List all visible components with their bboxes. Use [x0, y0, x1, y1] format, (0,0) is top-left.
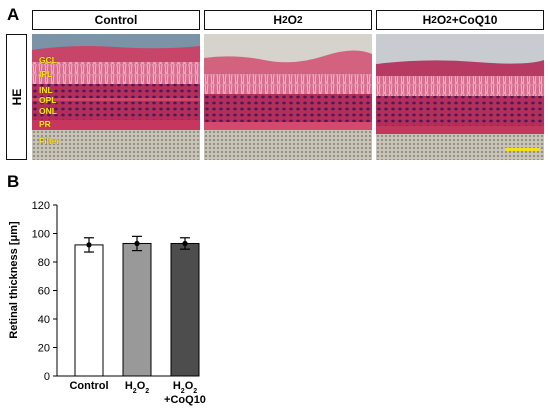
micrograph-h2o2: [204, 34, 372, 160]
y-tick-label: 100: [32, 229, 50, 241]
bar: [74, 244, 104, 377]
x-tick-label-control: Control: [69, 380, 108, 392]
micrograph-control: [32, 34, 200, 160]
micrograph-h2o2-coq10: [376, 34, 544, 160]
layer-label-inl: INL: [39, 85, 53, 95]
layer-label-pr: PR: [39, 119, 51, 129]
scale-bar: [505, 148, 540, 151]
panel-a-letter: A: [7, 5, 20, 24]
y-axis-label: Retinal thickness [μm]: [8, 221, 20, 339]
x-tick-label-h2o2: H2O2: [125, 380, 149, 395]
x-tick-label-h2o2-coq10-line1: H2O2: [173, 380, 197, 395]
y-tick-label: 40: [38, 314, 50, 326]
layer-label-onl: ONL: [39, 106, 57, 116]
layer-label-filter: Filter: [39, 136, 60, 146]
bar: [170, 242, 200, 377]
x-tick-label-h2o2-coq10-line2: +CoQ10: [164, 394, 206, 406]
panel-b-letter: B: [7, 172, 20, 191]
y-tick-label: 0: [44, 371, 50, 383]
y-tick-label: 120: [32, 200, 50, 212]
layer-label-ipl: IPL: [39, 69, 53, 79]
y-tick-label: 60: [38, 286, 50, 298]
mean-dot: [86, 242, 92, 248]
layer-label-gcl: GCL: [39, 55, 57, 65]
y-tick-label: 80: [38, 257, 50, 269]
layer-label-opl: OPL: [39, 95, 57, 105]
retinal-thickness-chart: Retinal thickness [μm] 0 20 40 60 80 100 120 Co…: [8, 200, 206, 406]
bar: [122, 242, 152, 377]
mean-dot: [134, 240, 140, 247]
column-header-control: Control: [32, 10, 200, 30]
column-header-h2o2-coq10: H 2 O 2 +CoQ10: [376, 10, 544, 30]
row-label-he: HE: [6, 34, 27, 160]
y-tick-label: 20: [38, 343, 50, 355]
mean-dot: [182, 240, 188, 247]
